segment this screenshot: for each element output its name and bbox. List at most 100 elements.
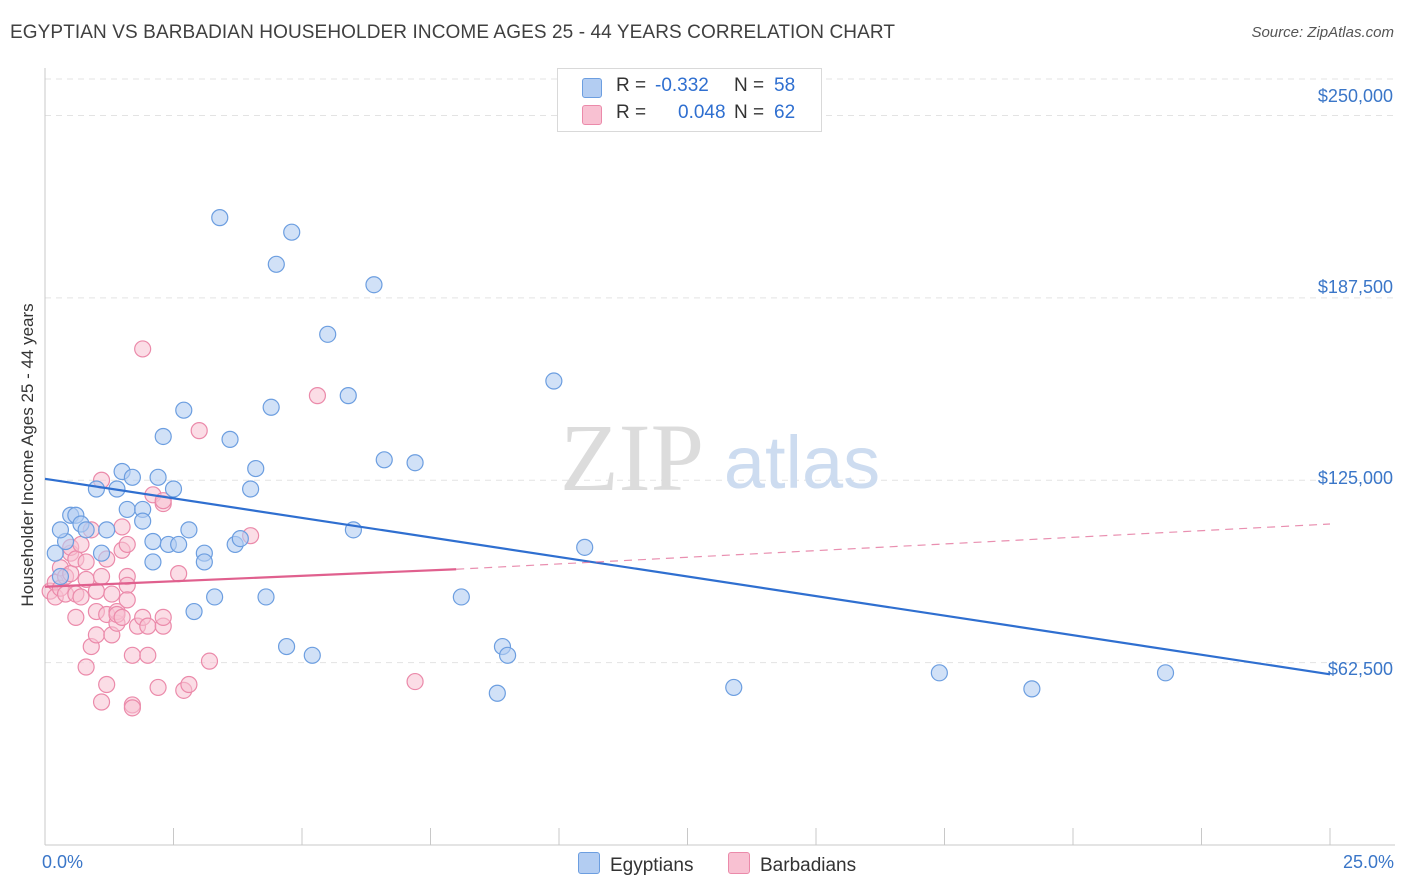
barbadians-swatch xyxy=(728,852,750,874)
egyptians-point xyxy=(545,372,563,390)
egyptians-point xyxy=(725,678,743,697)
barbadians-point xyxy=(139,646,157,664)
barbadians-point xyxy=(118,535,136,554)
egyptians-point xyxy=(576,538,594,556)
egyptians-point xyxy=(77,521,95,539)
egyptians-point xyxy=(154,427,172,446)
r-label: R = xyxy=(616,75,647,96)
barbadians-point xyxy=(87,626,106,644)
barbadians-point xyxy=(67,608,85,626)
watermark-zip: ZIP xyxy=(560,404,704,511)
egyptians-point xyxy=(221,430,239,448)
x-tick-label: 0.0% xyxy=(42,852,84,872)
egyptians-point xyxy=(87,480,106,498)
y-tick-label: $62,500 xyxy=(1327,659,1393,679)
egyptians-point xyxy=(206,588,224,606)
egyptians-swatch xyxy=(582,78,602,98)
egyptians-trendline xyxy=(44,477,1331,676)
egyptians-point xyxy=(46,544,64,562)
n-label: N = xyxy=(734,102,765,123)
egyptians-point xyxy=(488,684,506,702)
watermark: ZIP atlas xyxy=(560,404,880,511)
barbadians-point xyxy=(149,678,167,697)
egyptians-point xyxy=(1156,664,1175,682)
legend-label: Egyptians xyxy=(610,855,694,876)
egyptians-point xyxy=(277,637,296,656)
barbadians-point xyxy=(123,646,141,664)
egyptians-point xyxy=(195,553,213,571)
egyptians-point xyxy=(267,255,285,273)
gridlines xyxy=(45,78,1395,664)
egyptians-point xyxy=(51,567,70,586)
egyptians-points xyxy=(46,209,1175,702)
egyptians-point xyxy=(98,521,116,539)
barbadians-swatch xyxy=(582,105,602,125)
y-tick-label: $125,000 xyxy=(1317,468,1393,488)
barbadians-point xyxy=(170,565,188,583)
barbadians-point xyxy=(77,553,95,571)
barbadians-point xyxy=(103,585,121,603)
watermark-atlas: atlas xyxy=(724,421,880,504)
r-value: -0.332 xyxy=(655,75,709,96)
barbadians-point xyxy=(92,693,111,711)
barbadians-point xyxy=(154,608,172,626)
y-tick-label: $250,000 xyxy=(1317,86,1393,106)
egyptians-point xyxy=(170,535,188,554)
egyptians-point xyxy=(175,401,193,419)
barbadians-point xyxy=(118,576,136,594)
barbadians-point xyxy=(406,672,424,691)
egyptians-point xyxy=(118,500,136,519)
egyptians-point xyxy=(339,387,357,405)
egyptians-point xyxy=(257,588,275,606)
barbadians-point xyxy=(134,340,152,358)
barbadians-point xyxy=(92,567,111,586)
barbadians-point xyxy=(98,675,116,694)
r-label: R = xyxy=(616,102,647,123)
x-tick-label: 25.0% xyxy=(1342,852,1394,872)
egyptians-point xyxy=(375,451,393,469)
legend-item-barbadians: Barbadians xyxy=(728,852,856,877)
n-value: 58 xyxy=(774,75,796,96)
egyptians-point xyxy=(262,398,280,416)
barbadians-point xyxy=(190,422,208,440)
y-axis-label: Householder Income Ages 25 - 44 years xyxy=(18,303,37,607)
egyptians-point xyxy=(144,532,162,551)
egyptians-point xyxy=(406,454,424,472)
egyptians-point xyxy=(144,553,162,571)
barbadians-point xyxy=(113,518,131,536)
chart-title: EGYPTIAN VS BARBADIAN HOUSEHOLDER INCOME… xyxy=(10,22,896,43)
barbadians-point xyxy=(77,658,95,676)
egyptians-point xyxy=(211,209,229,227)
egyptians-point xyxy=(283,223,301,241)
egyptians-point xyxy=(499,646,517,664)
egyptians-point xyxy=(123,468,141,486)
egyptians-point xyxy=(134,512,152,530)
n-value: 62 xyxy=(774,102,796,123)
barbadians-point xyxy=(139,617,157,635)
axes xyxy=(44,68,1395,846)
barbadians-point xyxy=(72,535,90,554)
egyptians-point xyxy=(51,521,70,539)
egyptians-point xyxy=(247,459,265,478)
legend-item-egyptians: Egyptians xyxy=(578,852,693,877)
egyptians-point xyxy=(930,664,948,682)
egyptians-point xyxy=(92,544,111,562)
egyptians-point xyxy=(452,588,470,606)
egyptians-point xyxy=(164,480,183,498)
barbadians-point xyxy=(118,591,136,609)
legend-label: Barbadians xyxy=(760,855,857,876)
egyptians-point xyxy=(185,602,203,621)
egyptians-point xyxy=(303,646,321,664)
barbadians-point xyxy=(113,608,131,626)
barbadians-trendline xyxy=(44,568,457,588)
trendlines xyxy=(44,477,1331,676)
egyptians-point xyxy=(149,468,167,486)
barbadians-point xyxy=(72,588,90,606)
egyptians-point xyxy=(1023,680,1041,698)
egyptians-point xyxy=(365,276,383,294)
y-tick-label: $187,500 xyxy=(1317,277,1393,297)
barbadians-point xyxy=(180,675,198,694)
r-value: 0.048 xyxy=(678,102,726,123)
chart-source: Source: ZipAtlas.com xyxy=(1251,24,1394,41)
